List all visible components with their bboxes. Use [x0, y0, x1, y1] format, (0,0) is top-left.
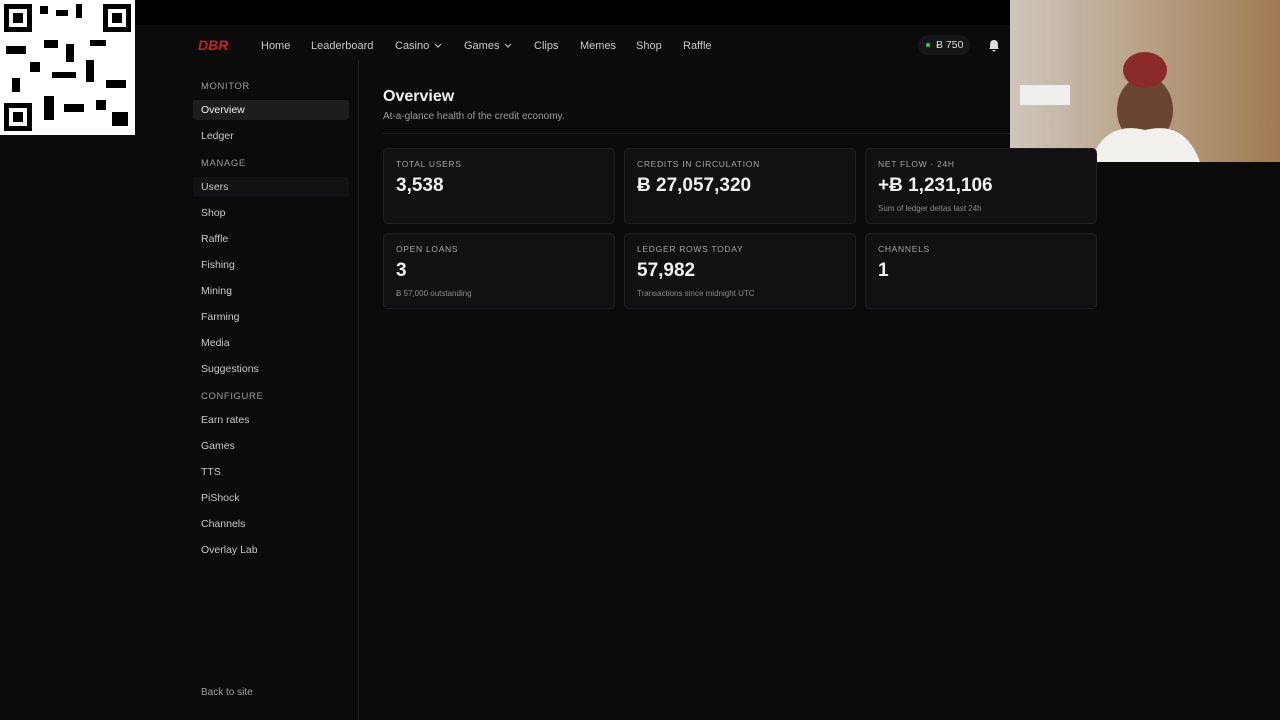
sidebar-divider — [358, 60, 359, 720]
stat-card: TOTAL USERS 3,538 — [383, 148, 615, 224]
nav-link[interactable]: Home — [261, 40, 291, 52]
sidebar-item[interactable]: Overview — [193, 100, 349, 120]
stat-card: CREDITS IN CIRCULATION Ƀ 27,057,320 — [624, 148, 856, 224]
nav-link[interactable]: Games — [464, 40, 512, 52]
chevron — [434, 43, 442, 48]
sidebar-item[interactable]: PiShock — [201, 492, 240, 504]
card-label: OPEN LOANS — [396, 244, 459, 254]
sidebar-item[interactable]: Fishing — [201, 259, 235, 271]
card-note: Ƀ 57,000 outstanding — [396, 289, 472, 298]
section-title: MANAGE — [201, 158, 246, 169]
sidebar-item[interactable]: Farming — [201, 311, 240, 323]
balance: Ƀ 750 — [936, 39, 964, 51]
sidebar-item[interactable]: Games — [201, 440, 235, 452]
sidebar-item[interactable]: Shop — [201, 207, 226, 219]
webcam — [1010, 0, 1280, 162]
nav-link[interactable]: Shop — [636, 40, 662, 52]
card-value: +Ƀ 1,231,106 — [878, 175, 993, 196]
nav-link[interactable]: Memes — [580, 40, 617, 52]
card-value: 3,538 — [396, 175, 444, 196]
chevron — [505, 43, 512, 48]
page-title: Overview — [383, 88, 455, 105]
sidebar-item[interactable]: Channels — [201, 518, 246, 530]
card-value: Ƀ 27,057,320 — [637, 175, 752, 196]
status-dot — [926, 43, 930, 47]
card-label: CHANNELS — [878, 244, 930, 254]
qr-code — [0, 0, 135, 135]
notifications-icon[interactable] — [988, 39, 1000, 52]
nav-link[interactable]: Casino — [395, 40, 442, 52]
sidebar-item[interactable]: Earn rates — [201, 414, 250, 426]
page-subtitle: At-a-glance health of the credit economy… — [383, 111, 565, 122]
balance-pill[interactable]: Ƀ 750 — [918, 35, 970, 55]
nav-link[interactable]: Raffle — [683, 40, 712, 52]
header-divider — [383, 133, 1010, 134]
section-title: MONITOR — [201, 81, 250, 92]
card-label: NET FLOW · 24H — [878, 159, 955, 169]
sidebar-item[interactable]: TTS — [201, 466, 221, 478]
card-label: LEDGER ROWS TODAY — [637, 244, 744, 254]
sidebar-item[interactable]: Overlay Lab — [201, 544, 258, 556]
sidebar-item[interactable]: Suggestions — [201, 363, 259, 375]
logo[interactable]: DBR — [198, 37, 229, 53]
nav-link[interactable]: Clips — [534, 40, 559, 52]
card-label: TOTAL USERS — [396, 159, 462, 169]
stat-card: LEDGER ROWS TODAY 57,982 Transactions sinc… — [624, 233, 856, 309]
nav-link[interactable]: Leaderboard — [311, 40, 374, 52]
card-value: 3 — [396, 260, 407, 281]
card-label: CREDITS IN CIRCULATION — [637, 159, 760, 169]
card-value: 1 — [878, 260, 889, 281]
section-title: CONFIGURE — [201, 391, 264, 402]
card-note: Transactions since midnight UTC — [637, 289, 755, 298]
stat-card: NET FLOW · 24H +Ƀ 1,231,106 Sum of ledger … — [865, 148, 1097, 224]
stat-card: CHANNELS 1 — [865, 233, 1097, 309]
sidebar-item[interactable]: Raffle — [201, 233, 229, 245]
stat-card: OPEN LOANS 3 Ƀ 57,000 outstanding — [383, 233, 615, 309]
card-value: 57,982 — [637, 260, 696, 281]
sidebar-item[interactable]: Mining — [201, 285, 232, 297]
sidebar-item[interactable]: Media — [201, 337, 230, 349]
sidebar-item[interactable]: Users — [193, 177, 349, 197]
back-link[interactable]: Back to site — [201, 687, 253, 698]
card-note: Sum of ledger deltas last 24h — [878, 204, 982, 213]
sidebar-item[interactable]: Ledger — [201, 130, 234, 142]
